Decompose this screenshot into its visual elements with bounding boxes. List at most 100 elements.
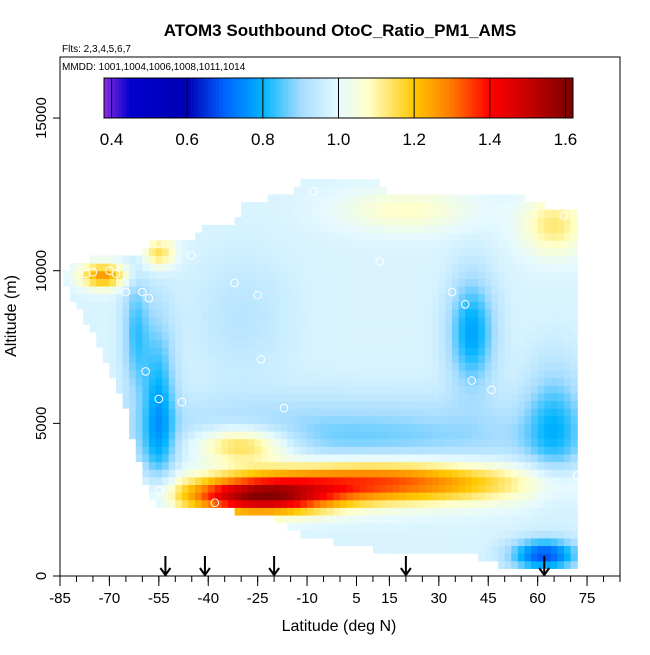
heatmap-cell xyxy=(471,285,479,295)
heatmap-cell xyxy=(162,354,170,363)
heatmap-cell xyxy=(313,285,321,295)
heatmap-cell xyxy=(148,354,157,363)
heatmap-cell xyxy=(544,530,552,539)
heatmap-cell xyxy=(438,499,447,508)
heatmap-cell xyxy=(346,362,354,371)
heatmap-cell xyxy=(195,362,203,371)
heatmap-cell xyxy=(326,522,335,531)
heatmap-cell xyxy=(293,446,302,455)
heatmap-cell xyxy=(300,362,308,371)
heatmap-cell xyxy=(280,385,288,394)
heatmap-cell xyxy=(188,476,196,486)
heatmap-cell xyxy=(419,324,427,333)
heatmap-cell xyxy=(267,469,275,478)
heatmap-cell xyxy=(498,423,506,432)
heatmap-cell xyxy=(537,446,545,455)
heatmap-cell xyxy=(570,400,578,409)
heatmap-cell xyxy=(379,362,387,371)
heatmap-cell xyxy=(359,331,367,340)
heatmap-cell xyxy=(425,354,433,363)
heatmap-cell xyxy=(544,537,552,547)
heatmap-cell xyxy=(524,324,532,333)
heatmap-cell xyxy=(419,476,427,486)
heatmap-cell xyxy=(320,385,328,394)
heatmap-cell xyxy=(531,224,539,234)
heatmap-cell xyxy=(452,469,460,478)
heatmap-cell xyxy=(564,537,572,547)
heatmap-cell xyxy=(247,324,255,333)
heatmap-cell xyxy=(465,324,473,333)
heatmap-cell xyxy=(122,316,130,325)
heatmap-cell xyxy=(260,308,269,318)
heatmap-cell xyxy=(300,278,308,287)
heatmap-cell xyxy=(531,522,539,531)
heatmap-cell xyxy=(425,209,433,218)
heatmap-cell xyxy=(366,217,374,226)
heatmap-cell xyxy=(221,324,229,333)
heatmap-cell xyxy=(557,385,565,394)
heatmap-cell xyxy=(142,415,150,424)
heatmap-cell xyxy=(366,301,374,310)
heatmap-cell xyxy=(353,347,361,356)
heatmap-cell xyxy=(491,194,499,203)
heatmap-cell xyxy=(498,202,506,211)
heatmap-cell xyxy=(564,553,572,562)
heatmap-cell xyxy=(564,240,572,249)
heatmap-cell xyxy=(537,392,545,402)
heatmap-cell xyxy=(425,392,433,402)
heatmap-cell xyxy=(155,255,163,264)
heatmap-cell xyxy=(425,339,433,348)
heatmap-cell xyxy=(524,514,532,524)
heatmap-cell xyxy=(412,530,420,539)
heatmap-cell xyxy=(392,514,400,524)
heatmap-cell xyxy=(484,408,493,417)
heatmap-cell xyxy=(498,240,506,249)
heatmap-cell xyxy=(537,476,545,486)
heatmap-cell xyxy=(438,461,447,470)
heatmap-cell xyxy=(557,499,565,508)
heatmap-cell xyxy=(372,194,381,203)
heatmap-cell xyxy=(168,423,176,432)
heatmap-cell xyxy=(135,392,143,402)
heatmap-cell xyxy=(425,369,433,379)
heatmap-cell xyxy=(274,232,282,241)
heatmap-cell xyxy=(544,522,552,531)
heatmap-cell xyxy=(537,553,545,562)
heatmap-cell xyxy=(247,278,255,287)
heatmap-cell xyxy=(142,278,150,287)
heatmap-cell xyxy=(340,430,348,440)
heatmap-cell xyxy=(241,492,249,501)
heatmap-cell xyxy=(386,194,394,203)
heatmap-cell xyxy=(260,408,269,417)
heatmap-cell xyxy=(465,369,473,379)
heatmap-cell xyxy=(254,217,262,226)
heatmap-cell xyxy=(425,537,433,547)
heatmap-cell xyxy=(274,324,282,333)
heatmap-cell xyxy=(392,324,400,333)
heatmap-cell xyxy=(445,438,453,447)
heatmap-cell xyxy=(452,484,460,493)
heatmap-cell xyxy=(419,415,427,424)
heatmap-cell xyxy=(221,232,229,241)
heatmap-cell xyxy=(412,408,420,417)
heatmap-cell xyxy=(557,255,565,264)
heatmap-cell xyxy=(564,293,572,302)
heatmap-cell xyxy=(392,362,400,371)
heatmap-cell xyxy=(465,278,473,287)
heatmap-cell xyxy=(557,301,565,310)
colorbar-segment xyxy=(468,78,473,118)
heatmap-cell xyxy=(221,423,229,432)
heatmap-cell xyxy=(346,202,354,211)
colorbar-segment xyxy=(497,78,502,118)
heatmap-cell xyxy=(69,263,78,272)
heatmap-cell xyxy=(445,408,453,417)
heatmap-cell xyxy=(498,285,506,295)
heatmap-cell xyxy=(142,369,150,379)
heatmap-cell xyxy=(458,492,466,501)
heatmap-cell xyxy=(458,339,466,348)
heatmap-cell xyxy=(484,476,493,486)
heatmap-cell xyxy=(241,392,249,402)
heatmap-cell xyxy=(326,507,335,516)
heatmap-cell xyxy=(458,400,466,409)
heatmap-cell xyxy=(392,209,400,218)
